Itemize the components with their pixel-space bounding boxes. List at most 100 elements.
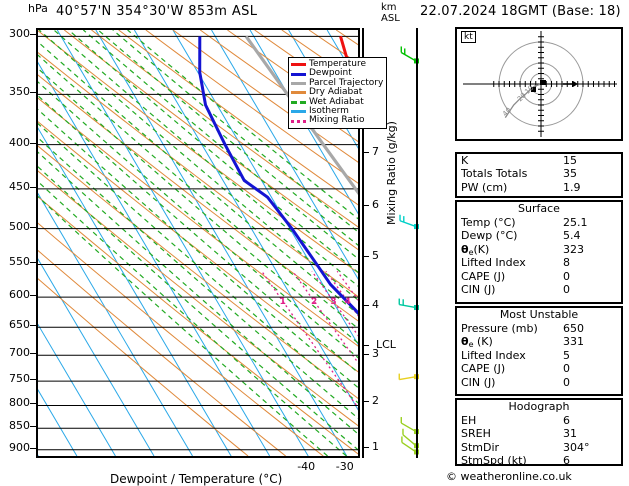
- row-value: 25.1: [563, 216, 588, 229]
- surface-table: Surface Temp (°C) 25.1 Dewp (°C) 5.4 θe(K) 323…: [455, 200, 623, 304]
- legend-item-temperature: Temperature: [291, 59, 383, 69]
- copyright-text: © weatheronline.co.uk: [446, 470, 572, 483]
- wind-barb-axis: [416, 28, 418, 458]
- legend-swatch: [291, 63, 306, 67]
- row-value: 35: [563, 167, 577, 181]
- pressure-tick: [30, 186, 36, 188]
- pressure-axis-unit: hPa: [28, 2, 48, 15]
- hodograph-panel[interactable]: 10 20 40 kt: [455, 27, 623, 141]
- height-tick: [362, 353, 369, 355]
- most-unstable-title: Most Unstable: [499, 308, 579, 321]
- legend-label: Wet Adiabat: [309, 96, 364, 107]
- surface-row: Lifted Index 8: [457, 256, 621, 269]
- pressure-tick-label: 850: [9, 419, 30, 433]
- pressure-tick: [30, 325, 36, 327]
- row-key: StmDir: [461, 440, 500, 454]
- pressure-tick: [30, 226, 36, 228]
- lcl-label: LCL: [376, 338, 396, 351]
- row-key: Temp (°C): [461, 216, 516, 229]
- pressure-tick: [30, 379, 36, 381]
- index-row: K 15: [457, 154, 621, 167]
- row-value: 304°: [563, 440, 590, 454]
- row-value: 15: [563, 154, 577, 167]
- row-key: SREH: [461, 427, 491, 441]
- legend-item-isotherm: Isotherm: [291, 105, 383, 116]
- hodograph-stat-row: StmSpd (kt) 6: [457, 454, 621, 467]
- pressure-tick: [30, 295, 36, 297]
- pressure-tick-label: 400: [9, 135, 30, 149]
- skewt-plot: Temperature Dewpoint Parcel Trajectory Dry …: [36, 28, 388, 458]
- indices-table: K 15 Totals Totals 35 PW (cm) 1.9: [455, 152, 623, 198]
- legend-item-dewpoint: Dewpoint: [291, 68, 383, 79]
- legend-item-wet-adiabat: Wet Adiabat: [291, 96, 383, 107]
- height-tick: [362, 305, 369, 307]
- row-key: K: [461, 154, 469, 167]
- mixing-ratio-label: 4: [344, 297, 351, 308]
- pressure-tick-label: 350: [9, 85, 30, 99]
- wind-barb-column: [398, 28, 420, 458]
- pressure-tick-label: 750: [9, 372, 30, 386]
- pressure-tick: [30, 92, 36, 94]
- hodograph-unit-label: kt: [461, 31, 476, 43]
- legend-item-dry-adiabat: Dry Adiabat: [291, 87, 383, 98]
- legend-label: Dewpoint: [309, 68, 352, 79]
- row-key: CAPE (J): [461, 269, 506, 283]
- index-row: Totals Totals 35: [457, 167, 621, 180]
- pressure-tick-label: 650: [9, 318, 30, 332]
- mixing-ratio-axis-title: Mixing Ratio (g/kg): [385, 121, 398, 225]
- surface-row: CIN (J) 0: [457, 283, 621, 296]
- height-tick-label: 1: [372, 440, 379, 454]
- pressure-tick-label: 300: [9, 27, 30, 41]
- height-tick-label: 4: [372, 298, 379, 312]
- row-value: 0: [563, 269, 570, 283]
- row-value: 8: [563, 256, 570, 270]
- height-tick-label: 3: [372, 346, 379, 360]
- height-tick: [362, 152, 369, 154]
- pressure-tick-label: 550: [9, 255, 30, 269]
- pressure-tick-label: 600: [9, 288, 30, 302]
- row-value: 31: [563, 427, 577, 441]
- pressure-tick: [30, 403, 36, 405]
- row-value: 0: [563, 375, 570, 389]
- surface-row: CAPE (J) 0: [457, 270, 621, 283]
- mixing-ratio-label: 1: [279, 297, 286, 308]
- row-value: 5.4: [563, 229, 581, 243]
- lcl-tick: [362, 345, 369, 346]
- row-value: 6: [563, 414, 570, 427]
- legend-swatch: [291, 119, 306, 123]
- legend-label: Temperature: [309, 59, 367, 69]
- chart-legend: Temperature Dewpoint Parcel Trajectory Dry …: [288, 57, 388, 129]
- svg-text:40: 40: [501, 106, 513, 118]
- index-row: PW (cm) 1.9: [457, 181, 621, 194]
- legend-swatch: [291, 91, 306, 95]
- legend-swatch: [291, 81, 306, 85]
- row-value: 323: [563, 242, 584, 256]
- pressure-tick: [30, 447, 36, 449]
- row-key: Totals Totals: [461, 167, 528, 181]
- height-tick-label: 6: [372, 197, 379, 211]
- mixing-ratio-label: 3: [330, 297, 337, 308]
- pressure-tick-label: 800: [9, 396, 30, 410]
- most-unstable-row: Lifted Index 5: [457, 349, 621, 362]
- legend-swatch: [291, 100, 306, 104]
- row-value: 1.9: [563, 180, 581, 194]
- pressure-tick-label: 700: [9, 346, 30, 360]
- row-key: EH: [461, 414, 477, 427]
- row-value: 650: [563, 322, 584, 335]
- most-unstable-row: θe (K) 331: [457, 335, 621, 349]
- pressure-tick-label: 450: [9, 179, 30, 193]
- legend-label: Dry Adiabat: [309, 87, 363, 98]
- legend-label: Isotherm: [309, 105, 349, 116]
- height-axis-unit: km: [381, 2, 397, 13]
- row-key: PW (cm): [461, 180, 508, 194]
- temperature-tick-label: -30: [335, 460, 354, 473]
- row-key: Dewp (°C): [461, 229, 518, 243]
- row-value: 0: [563, 282, 570, 296]
- pressure-tick: [30, 262, 36, 264]
- row-key: StmSpd (kt): [461, 454, 527, 468]
- pressure-tick: [30, 34, 36, 36]
- height-axis-unit-asl: ASL: [381, 13, 400, 24]
- most-unstable-row: Pressure (mb) 650: [457, 322, 621, 335]
- row-value: 331: [563, 335, 584, 349]
